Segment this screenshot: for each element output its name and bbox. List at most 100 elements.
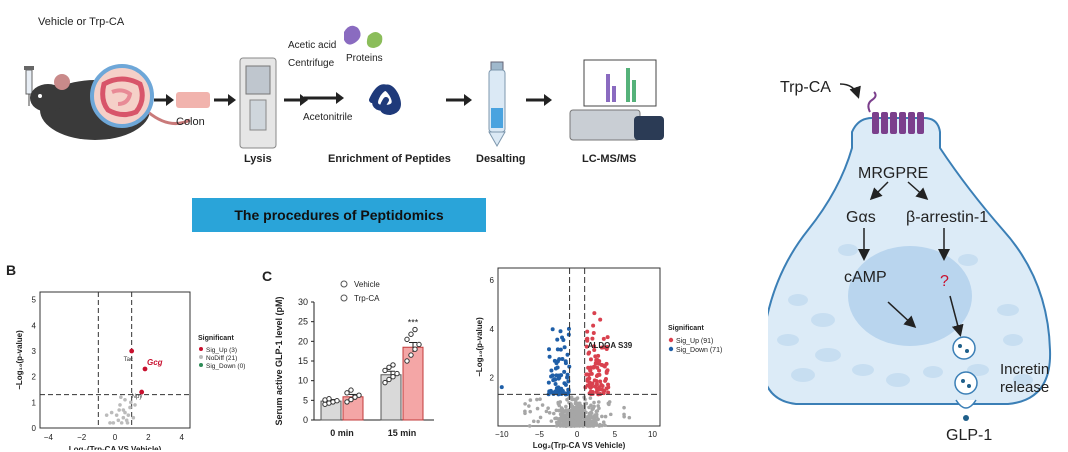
- colon-tissue-icon: [176, 92, 210, 108]
- replicate-point: [408, 331, 414, 337]
- data-point: [622, 405, 626, 410]
- nucleus: [848, 246, 972, 346]
- data-point: [567, 364, 572, 369]
- data-point: [587, 350, 592, 355]
- x-tick-label: 0: [113, 433, 118, 442]
- data-point: [123, 410, 127, 415]
- peptidomics-banner: The procedures of Peptidomics: [192, 198, 486, 232]
- category-label: 15 min: [388, 428, 417, 438]
- receptor-label: MRGPRE: [858, 165, 928, 182]
- data-point: [560, 335, 565, 340]
- x-axis-label: Log₂(Trp-CA VS Vehicle): [69, 445, 162, 450]
- data-point: [564, 404, 568, 409]
- highlight-label: ALDOA S39: [588, 341, 633, 350]
- data-point: [129, 400, 133, 405]
- gas-label: Gαs: [846, 209, 876, 226]
- replicate-point: [382, 379, 388, 386]
- data-point: [593, 354, 598, 359]
- data-point: [582, 407, 587, 412]
- data-point: [598, 317, 603, 322]
- data-point: [593, 413, 597, 418]
- data-point: [560, 389, 565, 394]
- y-tick-label: 5: [32, 296, 37, 305]
- replicate-point: [344, 399, 350, 405]
- data-point: [555, 387, 560, 392]
- y-tick-label: 4: [32, 321, 37, 330]
- data-point: [599, 362, 604, 367]
- data-point: [527, 404, 531, 408]
- data-point: [564, 408, 569, 413]
- plot-frame: [39, 291, 191, 429]
- data-point: [547, 389, 552, 394]
- data-point: [573, 401, 578, 406]
- data-point: [608, 412, 613, 417]
- data-point: [550, 373, 555, 378]
- data-point: [535, 397, 539, 402]
- data-point: [570, 397, 574, 402]
- data-point: [585, 329, 590, 334]
- legend-swatch: [668, 346, 674, 352]
- camp-label: cAMP: [844, 269, 887, 286]
- data-point: [527, 424, 532, 428]
- y-tick-label: 1: [32, 398, 37, 407]
- replicate-point: [348, 387, 354, 393]
- mrgpre-receptor-icon: [867, 91, 924, 134]
- data-point: [592, 344, 597, 349]
- data-point: [605, 345, 610, 350]
- legend-entry: Sig_Down (0): [206, 363, 245, 370]
- y-axis-label: −Log₁₀(p-value): [15, 330, 24, 390]
- data-point: [567, 400, 571, 405]
- data-point: [627, 415, 632, 420]
- data-point: [131, 415, 136, 420]
- data-point: [549, 419, 554, 423]
- step-enrichment: Enrichment of Peptides: [328, 153, 451, 165]
- homogenizer-icon: [239, 57, 277, 149]
- legend-entry: Sig_Up (3): [206, 347, 237, 354]
- x-tick-label: 4: [179, 433, 184, 442]
- x-tick-label: 0: [575, 430, 580, 439]
- panel-c-bar-chart: 0 5 10 15 20 25 30 0 min 15 min *** Serum active G…: [274, 280, 434, 438]
- data-point: [588, 357, 593, 362]
- data-point: [591, 365, 596, 370]
- data-point: [133, 403, 137, 407]
- mass-spectrometer-icon: [569, 59, 664, 141]
- data-point: [603, 423, 607, 428]
- x-tick-label: 2: [146, 433, 151, 442]
- replicate-point: [404, 358, 410, 364]
- replicate-point: [386, 376, 392, 383]
- x-tick-label: −2: [77, 433, 87, 442]
- data-point: [121, 415, 126, 420]
- data-point: [562, 369, 567, 374]
- step-lcmsms: LC-MS/MS: [582, 153, 637, 165]
- y-tick-label: 6: [490, 276, 495, 285]
- replicate-point: [390, 374, 396, 380]
- data-point: [575, 396, 580, 400]
- panel-b-volcano: −4 −2 0 2 4 0 1 2 3 4 5 Tac Gcg Npy Log₂(Trp-CA VS Veh…: [15, 291, 245, 450]
- replicate-point: [416, 341, 422, 348]
- y-tick-label: 4: [490, 325, 495, 334]
- data-point: [555, 347, 560, 352]
- data-point: [565, 412, 569, 417]
- data-point: [593, 361, 598, 366]
- replicate-point: [344, 390, 350, 396]
- data-point: [594, 421, 598, 425]
- legend-swatch: [199, 347, 203, 351]
- legend-swatch: [340, 280, 348, 288]
- data-point: [578, 403, 582, 407]
- data-point: [121, 408, 126, 412]
- incretin-label-line1: Incretin: [1000, 361, 1049, 378]
- data-point: [108, 421, 112, 425]
- data-point: [528, 409, 533, 414]
- data-point: [119, 395, 123, 400]
- data-point: [549, 368, 554, 373]
- data-point: [560, 413, 565, 417]
- data-point: [550, 327, 555, 332]
- x-tick-label: −5: [535, 430, 545, 439]
- data-point: [588, 396, 593, 400]
- x-tick-label: −10: [495, 430, 509, 439]
- data-point: [584, 337, 589, 342]
- data-point: [584, 344, 589, 349]
- legend-swatch: [199, 355, 203, 359]
- data-point: [600, 383, 605, 388]
- data-point: [594, 378, 599, 383]
